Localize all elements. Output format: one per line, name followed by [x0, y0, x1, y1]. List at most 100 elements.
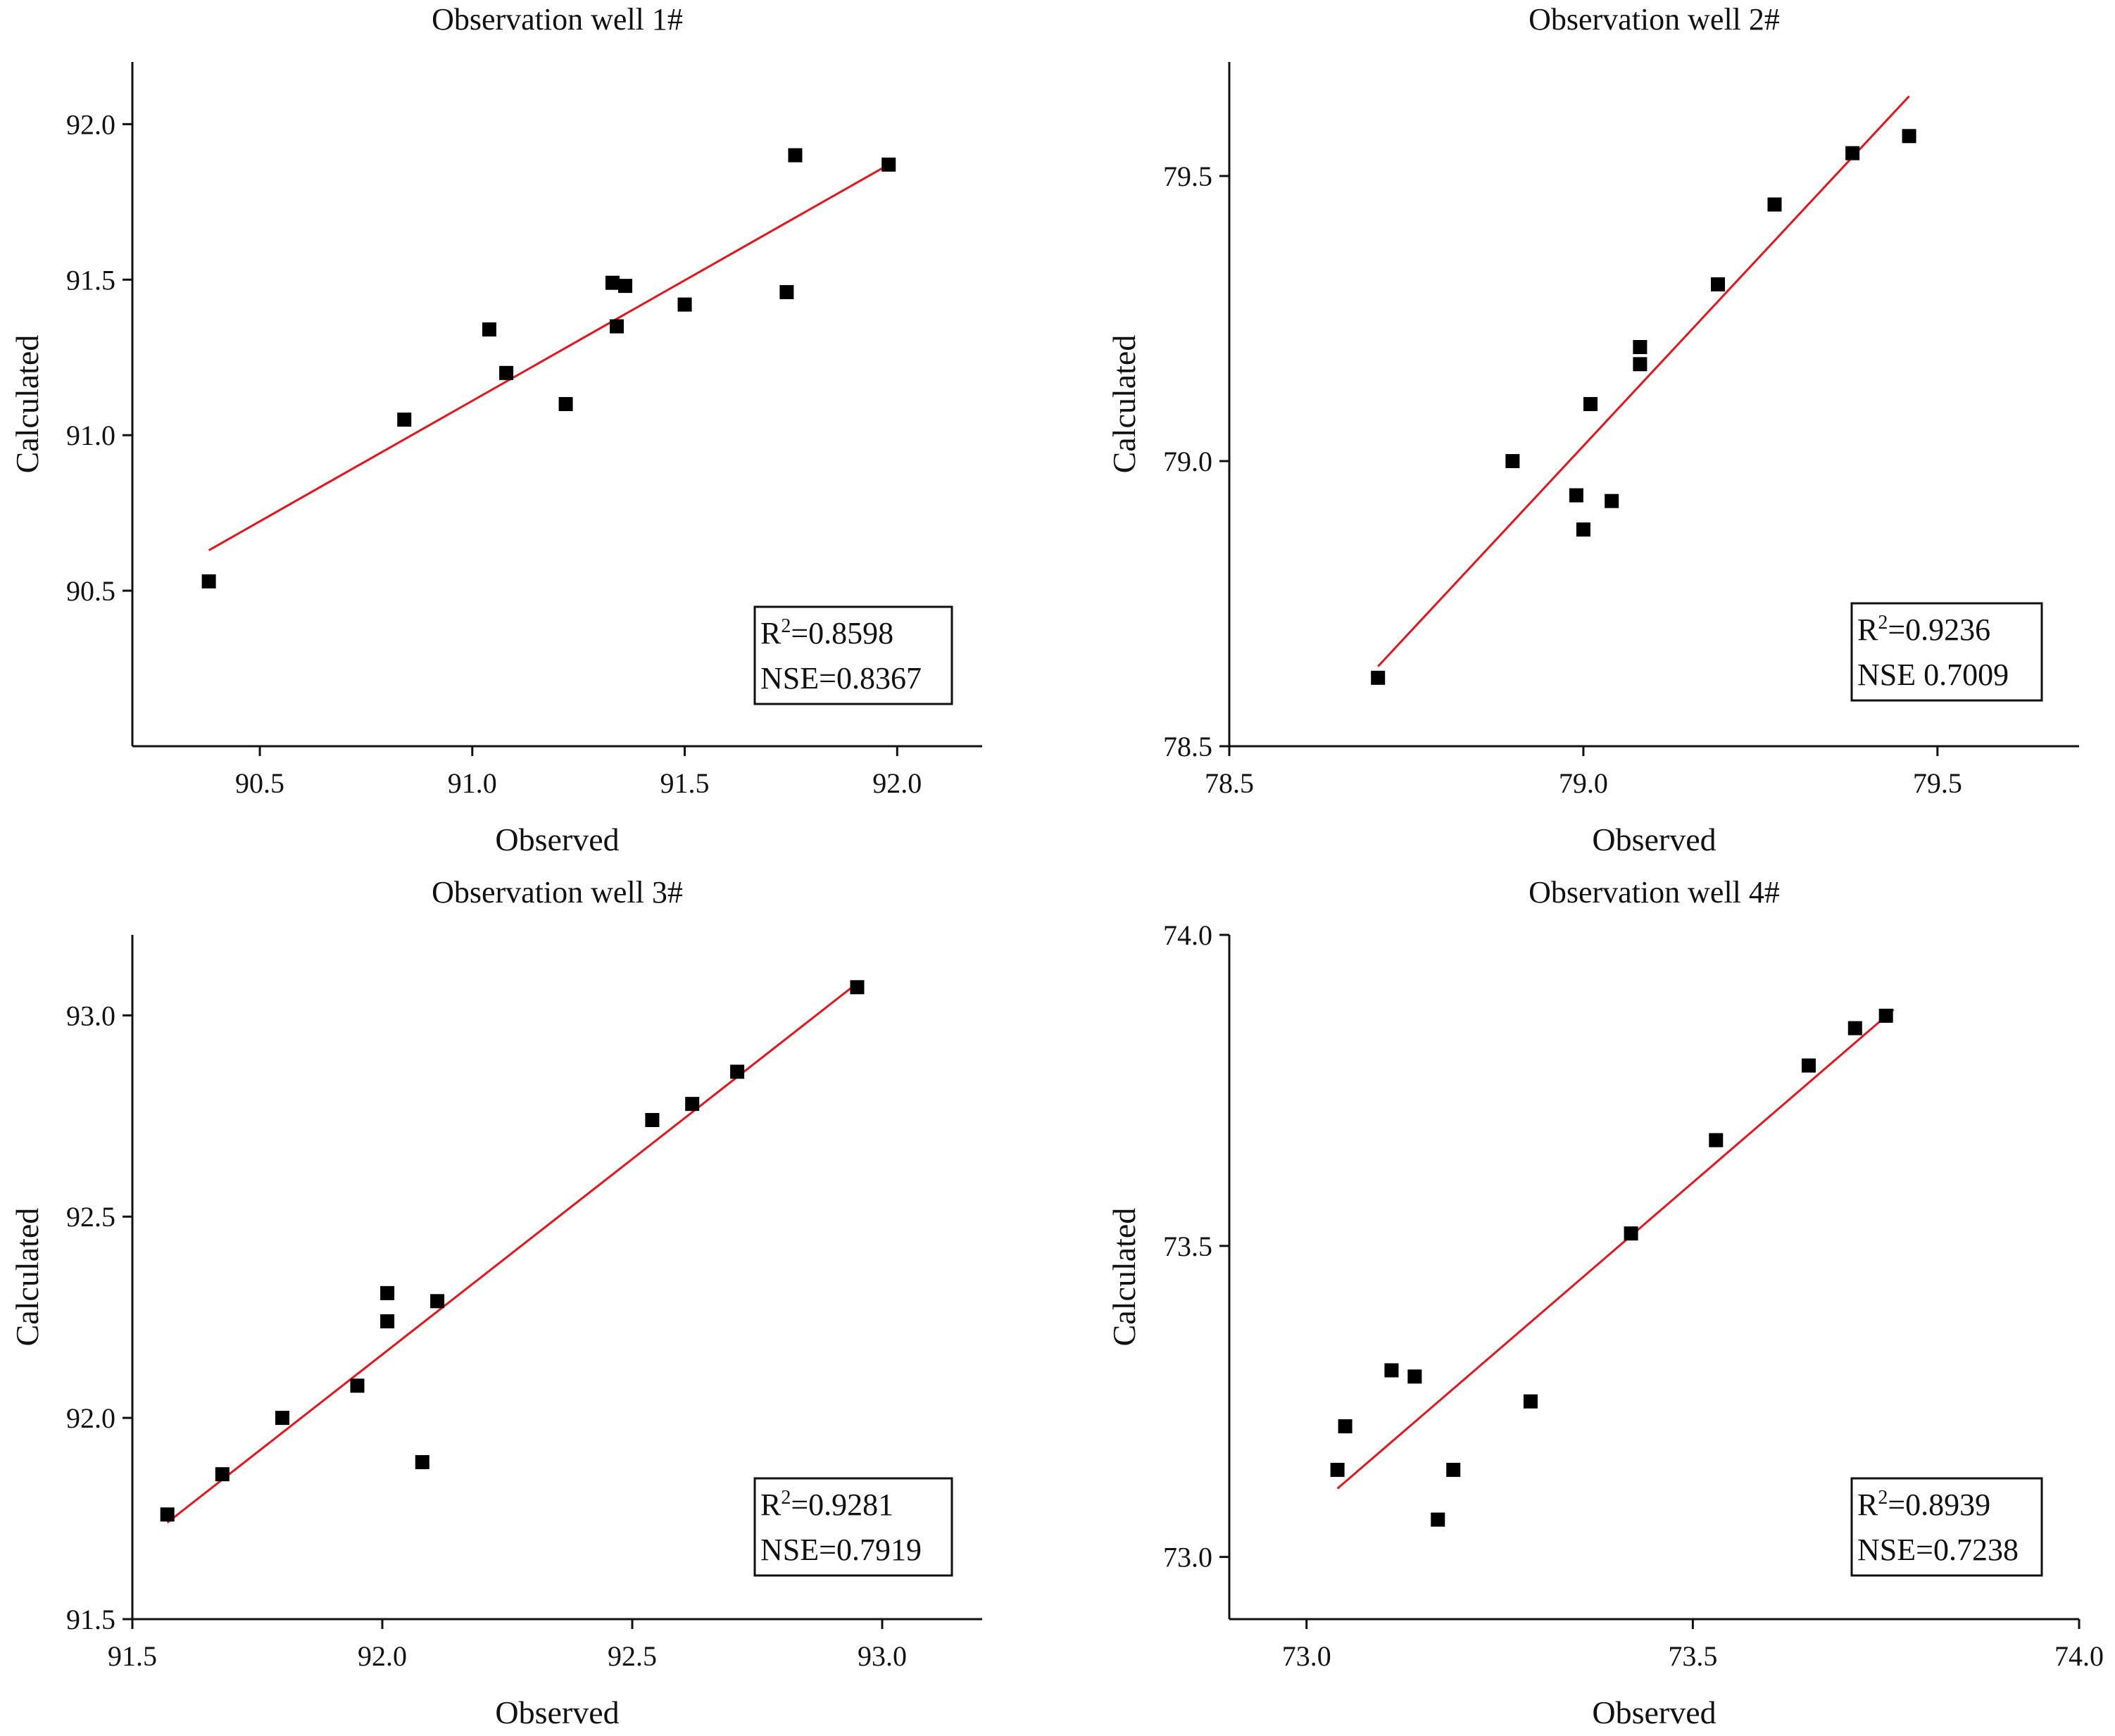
data-point: [618, 279, 633, 294]
y-axis-label: Calculated: [9, 335, 45, 474]
data-point: [499, 365, 514, 380]
x-tick-label: 78.5: [1205, 767, 1254, 799]
data-point: [605, 275, 620, 290]
y-tick-label: 73.5: [1163, 1231, 1212, 1262]
x-tick-label: 91.5: [660, 767, 710, 799]
x-tick-label: 91.0: [448, 767, 497, 799]
nse-label: NSE 0.7009: [1857, 658, 2009, 692]
data-point: [215, 1467, 230, 1482]
x-axis-label: Observed: [1592, 1694, 1716, 1730]
x-axis-label: Observed: [495, 822, 619, 857]
data-point: [1711, 277, 1726, 291]
x-axis-label: Observed: [495, 1694, 619, 1730]
data-point: [1523, 1394, 1538, 1409]
y-axis-label: Calculated: [9, 1208, 45, 1347]
data-point: [1384, 1363, 1399, 1378]
superscript-two: 2: [1878, 1487, 1888, 1509]
data-point: [685, 1097, 700, 1112]
r-squared-value: =0.8598: [791, 616, 893, 650]
data-point: [779, 284, 794, 299]
r-squared-value: =0.9281: [791, 1487, 893, 1522]
y-tick-label: 91.5: [66, 1604, 115, 1635]
superscript-two: 2: [1878, 612, 1888, 634]
x-tick-label: 74.0: [2054, 1640, 2104, 1672]
data-point: [558, 397, 573, 411]
chart-title: Observation well 2#: [1529, 2, 1780, 37]
data-point: [380, 1314, 395, 1328]
y-tick-label: 73.0: [1163, 1542, 1212, 1573]
x-tick-label: 92.5: [608, 1640, 657, 1672]
fit-line: [1336, 1008, 1895, 1490]
r-squared-label: R2=0.9281: [760, 1487, 893, 1522]
data-point: [1605, 493, 1619, 508]
x-axis-label: Observed: [1592, 822, 1716, 857]
r-symbol: R: [1857, 1487, 1878, 1522]
chart-panel-3: Observation well 3# 91.5 92.0 92.5 93.0 91.5 9…: [9, 875, 982, 1730]
y-tick-label: 78.5: [1163, 731, 1212, 762]
x-tick-label: 91.5: [108, 1640, 157, 1672]
r-squared-value: =0.8939: [1888, 1487, 1990, 1522]
data-point: [1446, 1462, 1461, 1477]
r-squared-value: =0.9236: [1888, 612, 1990, 647]
y-tick-label: 74.0: [1163, 919, 1212, 951]
data-point: [482, 322, 496, 336]
fit-line: [1377, 95, 1910, 667]
data-point: [1878, 1008, 1893, 1023]
data-point: [677, 297, 692, 312]
r-symbol: R: [760, 1487, 782, 1522]
x-tick-label: 93.0: [858, 1640, 907, 1672]
data-point: [1633, 340, 1648, 354]
data-point: [275, 1411, 289, 1426]
data-point: [1845, 146, 1860, 161]
data-point: [1801, 1058, 1816, 1073]
r-squared-label: R2=0.8939: [1857, 1487, 1990, 1522]
y-tick-label: 79.5: [1163, 161, 1212, 192]
y-axis-label: Calculated: [1106, 335, 1142, 474]
data-point: [1407, 1369, 1422, 1384]
data-point: [380, 1285, 395, 1300]
r-symbol: R: [760, 616, 782, 650]
data-point: [1583, 397, 1598, 411]
superscript-two: 2: [781, 615, 791, 637]
fit-line: [166, 982, 858, 1523]
y-axis-label: Calculated: [1106, 1208, 1142, 1347]
data-point: [201, 574, 216, 589]
data-point: [160, 1507, 175, 1522]
data-point: [645, 1113, 660, 1128]
chart-title: Observation well 4#: [1529, 875, 1780, 910]
data-point: [1431, 1512, 1445, 1527]
chart-panel-1: Observation well 1# 90.5 91.0 91.5 92.0 90.5 9…: [9, 2, 982, 857]
data-point: [1576, 522, 1590, 537]
data-point: [1847, 1021, 1862, 1036]
y-tick-label: 90.5: [66, 575, 115, 607]
chart-title: Observation well 1#: [432, 2, 683, 37]
stats-box: [1850, 602, 2043, 702]
r-symbol: R: [1857, 612, 1878, 647]
data-point: [1709, 1133, 1724, 1147]
nse-label: NSE=0.7919: [760, 1533, 922, 1567]
stats-box: [753, 1477, 953, 1577]
data-point: [350, 1378, 365, 1393]
data-point: [415, 1455, 429, 1470]
y-tick-label: 91.5: [66, 264, 115, 296]
y-tick-label: 91.0: [66, 420, 115, 451]
y-tick-label: 93.0: [66, 1000, 115, 1031]
data-point: [850, 980, 865, 995]
data-point: [1338, 1419, 1353, 1434]
data-point: [609, 319, 624, 334]
x-tick-label: 92.0: [872, 767, 922, 799]
data-point: [881, 157, 896, 172]
fit-line: [208, 163, 889, 551]
x-tick-label: 90.5: [235, 767, 284, 799]
data-point: [1633, 357, 1648, 372]
data-point: [788, 148, 803, 163]
r-squared-label: R2=0.8598: [760, 615, 893, 650]
chart-title: Observation well 3#: [432, 875, 683, 910]
superscript-two: 2: [781, 1487, 791, 1509]
y-tick-label: 92.0: [66, 108, 115, 140]
nse-label: NSE=0.8367: [760, 661, 922, 696]
data-point: [1624, 1226, 1638, 1241]
nse-label: NSE=0.7238: [1857, 1533, 2019, 1567]
data-point: [1902, 129, 1916, 144]
y-tick-label: 92.0: [66, 1402, 115, 1434]
